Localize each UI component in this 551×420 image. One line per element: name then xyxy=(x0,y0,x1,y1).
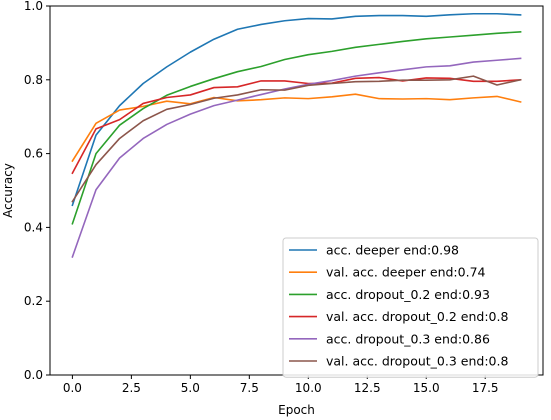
legend-item: val. acc. dropout_0.2 end:0.8 xyxy=(289,309,508,324)
y-tick-label: 0.6 xyxy=(24,147,43,161)
legend-item: acc. dropout_0.2 end:0.93 xyxy=(289,287,490,302)
series-line-1 xyxy=(71,12,522,207)
x-tick-label: 0.0 xyxy=(63,381,82,395)
series-line-6 xyxy=(71,75,522,203)
x-tick-label: 12.5 xyxy=(354,381,381,395)
y-tick-label: 1.0 xyxy=(24,0,43,13)
y-tick-label: 0.4 xyxy=(24,220,43,234)
x-tick-label: 2.5 xyxy=(122,381,141,395)
y-tick-label: 0.0 xyxy=(24,368,43,382)
legend-item: val. acc. dropout_0.3 end:0.8 xyxy=(289,354,508,369)
x-tick-label: 17.5 xyxy=(472,381,499,395)
y-axis-label: Accuracy xyxy=(1,163,15,218)
y-tick-label: 0.2 xyxy=(24,294,43,308)
legend-label: val. acc. deeper end:0.74 xyxy=(326,265,486,280)
x-tick-label: 10.0 xyxy=(295,381,322,395)
x-tick-label: 15.0 xyxy=(413,381,440,395)
series-line-3 xyxy=(71,30,522,225)
series-line-5 xyxy=(71,57,522,258)
legend-label: val. acc. dropout_0.3 end:0.8 xyxy=(326,354,508,369)
series-layer xyxy=(71,12,522,258)
x-tick-label: 5.0 xyxy=(181,381,200,395)
legend-item: val. acc. deeper end:0.74 xyxy=(289,265,486,280)
legend-item: acc. deeper end:0.98 xyxy=(289,243,459,258)
legend-label: acc. dropout_0.3 end:0.86 xyxy=(326,331,490,346)
y-tick-label: 0.8 xyxy=(24,73,43,87)
y-axis-ticks: 0.0 0.2 0.4 0.6 0.8 1.0 xyxy=(24,0,50,382)
x-tick-label: 7.5 xyxy=(240,381,259,395)
legend: acc. deeper end:0.98 val. acc. deeper end… xyxy=(282,237,539,378)
legend-label: acc. dropout_0.2 end:0.93 xyxy=(326,287,490,302)
legend-label: val. acc. dropout_0.2 end:0.8 xyxy=(326,309,508,324)
legend-label: acc. deeper end:0.98 xyxy=(326,243,459,258)
legend-box xyxy=(282,237,539,378)
legend-item: acc. dropout_0.3 end:0.86 xyxy=(289,331,490,346)
x-axis-label: Epoch xyxy=(278,403,315,417)
series-line-4 xyxy=(71,76,522,175)
